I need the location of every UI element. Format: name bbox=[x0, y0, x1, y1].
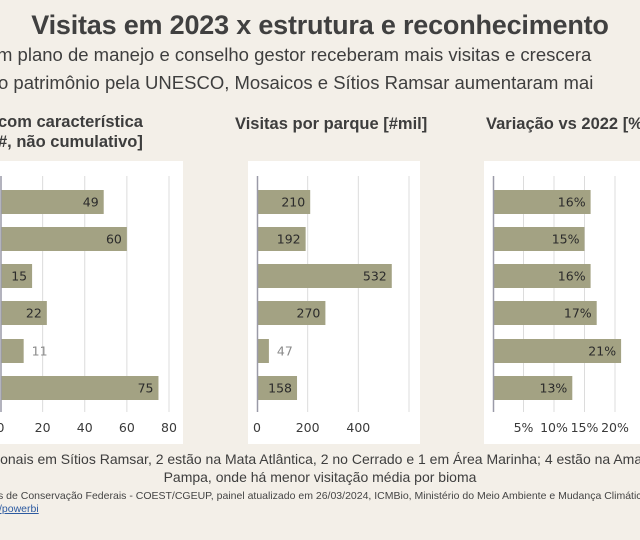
chart2-bar-5 bbox=[257, 376, 298, 400]
chart3-data-label-0: 16% bbox=[558, 195, 586, 210]
chart3-bar-3 bbox=[493, 301, 597, 325]
chart3-data-label-3: 17% bbox=[564, 306, 592, 321]
chart2-data-label-3: 270 bbox=[297, 306, 321, 321]
chart2-data-label-4: 47 bbox=[277, 344, 293, 359]
source-link[interactable]: /powerbi bbox=[0, 503, 39, 515]
chart1-data-label-1: 60 bbox=[106, 232, 122, 247]
chart1-tick-label-2: 40 bbox=[77, 420, 93, 435]
chart2-title: Visitas por parque [#mil] bbox=[235, 115, 428, 133]
chart2-bar-2 bbox=[257, 264, 392, 288]
chart3-data-label-2: 16% bbox=[558, 269, 586, 284]
chart2-bar-4 bbox=[257, 339, 269, 363]
chart1-bar-5 bbox=[0, 376, 159, 400]
chart3-title: Variação vs 2022 [% bbox=[486, 115, 640, 133]
chart2-data-label-0: 210 bbox=[281, 195, 305, 210]
footnote-line-2: Pampa, onde há menor visitação média por… bbox=[163, 469, 477, 485]
chart1-data-label-5: 75 bbox=[138, 381, 154, 396]
chart2-bar-0 bbox=[257, 190, 311, 214]
chart1-tick-label-4: 80 bbox=[161, 420, 177, 435]
chart1-bar-2 bbox=[0, 264, 33, 288]
chart2-data-label-2: 532 bbox=[363, 269, 387, 284]
chart2-tick-label-0: 0 bbox=[253, 420, 261, 435]
chart2-bar-1 bbox=[257, 227, 306, 251]
chart2-data-label-1: 192 bbox=[277, 232, 301, 247]
footnote-line-1: ionais em Sítios Ramsar, 2 estão na Mata… bbox=[0, 451, 640, 467]
chart1-data-label-2: 15 bbox=[11, 269, 27, 284]
chart1-bar-3 bbox=[0, 301, 47, 325]
chart1-bar-4 bbox=[0, 339, 24, 363]
chart3-tick-label-3: 15% bbox=[571, 420, 599, 435]
chart1-bar-0 bbox=[0, 190, 104, 214]
chart3-data-label-1: 15% bbox=[552, 232, 580, 247]
chart1-tick-label-1: 20 bbox=[35, 420, 51, 435]
chart3-bar-4 bbox=[493, 339, 622, 363]
chart3-tick-label-1: 5% bbox=[514, 420, 534, 435]
chart1-tick-label-0: 0 bbox=[0, 420, 5, 435]
chart2-data-label-5: 158 bbox=[268, 381, 292, 396]
chart3-data-label-5: 13% bbox=[540, 381, 568, 396]
subtitle-line-2: o patrimônio pela UNESCO, Mosaicos e Sít… bbox=[0, 72, 594, 93]
chart3-data-label-4: 21% bbox=[588, 344, 616, 359]
page-title: Visitas em 2023 x estrutura e reconhecim… bbox=[31, 10, 609, 40]
chart1-data-label-3: 22 bbox=[26, 306, 42, 321]
chart3-tick-label-4: 20% bbox=[601, 420, 629, 435]
chart1-tick-label-3: 60 bbox=[119, 420, 135, 435]
chart3-tick-label-2: 10% bbox=[540, 420, 568, 435]
subtitle-line-1: m plano de manejo e conselho gestor rece… bbox=[0, 44, 592, 65]
source-text: s de Conservação Federais - COEST/CGEUP,… bbox=[0, 490, 640, 502]
chart1-bar-1 bbox=[0, 227, 127, 251]
chart1-title-line-2: #, não cumulativo] bbox=[0, 133, 143, 151]
chart1-data-label-4: 11 bbox=[32, 344, 48, 359]
chart2-tick-label-2: 400 bbox=[346, 420, 370, 435]
chart3-bar-5 bbox=[493, 376, 573, 400]
chart3-bar-1 bbox=[493, 227, 585, 251]
chart1-data-label-0: 49 bbox=[83, 195, 99, 210]
chart3-bar-0 bbox=[493, 190, 591, 214]
chart3-bar-2 bbox=[493, 264, 591, 288]
chart2-bar-3 bbox=[257, 301, 326, 325]
chart1-title-line-1: com característica bbox=[0, 113, 143, 131]
chart2-tick-label-1: 200 bbox=[296, 420, 320, 435]
